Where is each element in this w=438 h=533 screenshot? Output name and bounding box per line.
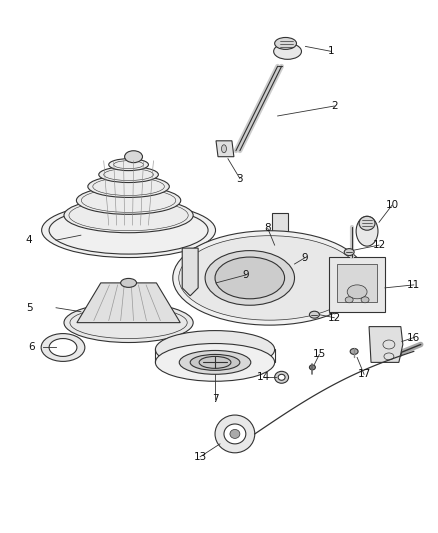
Ellipse shape <box>42 203 215 257</box>
Ellipse shape <box>345 297 353 303</box>
Ellipse shape <box>396 352 402 357</box>
Ellipse shape <box>41 334 85 361</box>
Ellipse shape <box>347 285 367 299</box>
Text: 12: 12 <box>328 313 341 322</box>
Polygon shape <box>369 327 403 362</box>
Ellipse shape <box>275 372 289 383</box>
Ellipse shape <box>278 374 285 380</box>
Ellipse shape <box>179 236 360 320</box>
Polygon shape <box>182 248 198 296</box>
Ellipse shape <box>344 248 354 255</box>
Text: 5: 5 <box>26 303 32 313</box>
Ellipse shape <box>64 303 193 343</box>
Ellipse shape <box>76 187 181 214</box>
Text: 9: 9 <box>301 253 308 263</box>
Ellipse shape <box>190 354 240 370</box>
Ellipse shape <box>274 43 301 59</box>
Polygon shape <box>337 264 377 302</box>
Text: 17: 17 <box>357 369 371 379</box>
Text: 7: 7 <box>212 394 218 404</box>
Polygon shape <box>272 213 288 248</box>
Ellipse shape <box>179 351 251 374</box>
Ellipse shape <box>88 175 170 197</box>
Text: 11: 11 <box>407 280 420 290</box>
Ellipse shape <box>173 231 367 325</box>
Ellipse shape <box>309 365 315 370</box>
Text: 14: 14 <box>257 372 270 382</box>
Ellipse shape <box>361 297 369 303</box>
Text: 9: 9 <box>243 270 249 280</box>
Ellipse shape <box>99 167 159 182</box>
Ellipse shape <box>215 415 255 453</box>
Ellipse shape <box>120 278 137 287</box>
Ellipse shape <box>109 159 148 171</box>
Polygon shape <box>329 257 385 312</box>
Text: 16: 16 <box>407 333 420 343</box>
Ellipse shape <box>155 343 275 381</box>
Text: 12: 12 <box>372 240 385 250</box>
Polygon shape <box>216 141 234 157</box>
Ellipse shape <box>359 216 375 230</box>
Ellipse shape <box>49 338 77 357</box>
Text: 8: 8 <box>265 223 271 233</box>
Ellipse shape <box>230 430 240 439</box>
Ellipse shape <box>309 311 319 318</box>
Ellipse shape <box>224 424 246 444</box>
Ellipse shape <box>204 278 216 286</box>
Ellipse shape <box>155 330 275 368</box>
Ellipse shape <box>275 37 297 50</box>
Text: 3: 3 <box>237 174 243 183</box>
Text: 1: 1 <box>328 46 335 56</box>
Ellipse shape <box>385 354 393 360</box>
Text: 2: 2 <box>331 101 338 111</box>
Ellipse shape <box>215 257 285 299</box>
Text: 6: 6 <box>28 343 35 352</box>
Ellipse shape <box>350 349 358 354</box>
Ellipse shape <box>222 145 226 153</box>
Polygon shape <box>268 240 292 248</box>
Text: 10: 10 <box>385 200 399 211</box>
Text: 15: 15 <box>313 350 326 359</box>
Ellipse shape <box>64 198 193 233</box>
Ellipse shape <box>283 258 296 266</box>
Ellipse shape <box>205 251 294 305</box>
Ellipse shape <box>356 216 378 246</box>
Text: 4: 4 <box>26 235 32 245</box>
Text: 13: 13 <box>194 452 207 462</box>
Polygon shape <box>77 283 180 322</box>
Ellipse shape <box>275 237 285 243</box>
Ellipse shape <box>124 151 142 163</box>
